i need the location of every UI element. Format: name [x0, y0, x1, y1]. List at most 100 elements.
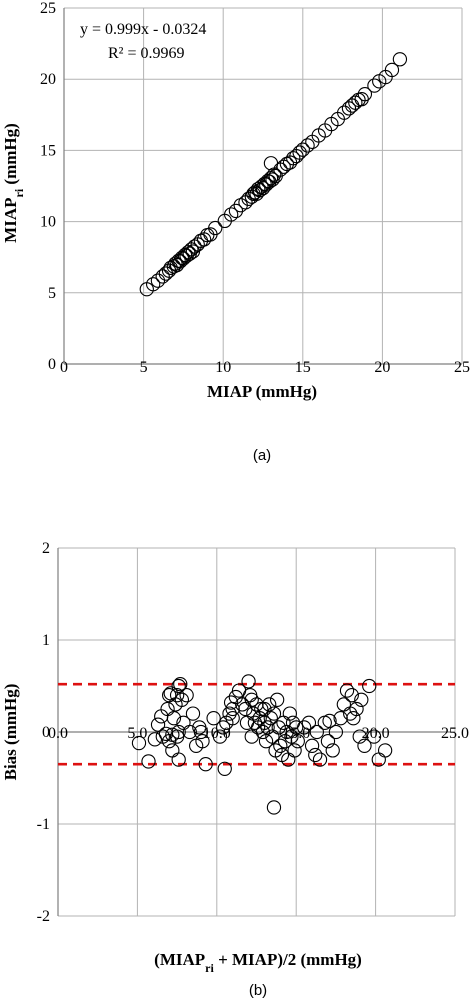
data-point	[339, 683, 355, 698]
data-point	[260, 720, 275, 735]
data-point	[244, 729, 259, 744]
data-point	[217, 761, 232, 776]
data-point	[169, 688, 185, 703]
data-point	[182, 724, 197, 740]
y-tick-label: 10	[40, 214, 56, 231]
data-point	[290, 734, 305, 749]
data-point	[235, 697, 250, 712]
x-tick-label: 15.0	[282, 725, 310, 742]
data-point	[357, 87, 373, 102]
plot-b-gridlines	[57, 547, 456, 917]
x-tick-label: 25	[454, 359, 470, 376]
data-point	[366, 729, 382, 744]
data-point	[292, 145, 307, 160]
x-tick-label: 20	[374, 359, 390, 376]
data-point	[354, 692, 369, 707]
data-point	[308, 747, 323, 763]
data-point	[296, 720, 312, 735]
plot-a-y-axis-label: MIAPri (mmHg)	[1, 123, 26, 243]
data-point	[328, 724, 344, 740]
x-tick-label: 0	[60, 359, 68, 376]
plot-b-x-axis-label: (MIAPri + MIAP)/2 (mmHg)	[154, 950, 362, 975]
plot-b-y-axis-label: Bias (mmHg)	[1, 684, 20, 781]
y-tick-label: 20	[40, 71, 56, 88]
data-point	[337, 105, 352, 120]
data-point	[282, 706, 297, 721]
data-point	[228, 203, 244, 219]
data-point	[241, 674, 256, 689]
y-tick-label: 0	[48, 356, 56, 373]
data-point	[384, 62, 400, 78]
data-point	[301, 715, 317, 730]
data-point	[354, 91, 369, 107]
data-point	[239, 715, 255, 730]
plot-b-caption: (b)	[249, 982, 267, 999]
y-tick-label: 25	[40, 0, 56, 17]
data-point	[357, 738, 372, 753]
y-tick-label: 15	[40, 142, 56, 159]
data-point	[225, 711, 240, 726]
data-point	[224, 207, 239, 222]
plot-a-gridlines	[63, 7, 463, 365]
data-point	[262, 697, 277, 712]
data-point	[174, 692, 190, 707]
data-point	[162, 734, 177, 749]
data-point	[171, 678, 186, 694]
y-tick-label: 0	[42, 724, 50, 741]
x-tick-label: 10.0	[203, 725, 231, 742]
data-point	[309, 724, 324, 740]
data-point	[349, 701, 364, 717]
data-point	[254, 701, 269, 717]
plot-b-tick-labels: 0.0 5.0 10.0 15.0 20.0 25.0 -2 -1 0 1 2	[37, 540, 469, 925]
data-point	[185, 706, 201, 721]
scatter-plot-b: 0.0 5.0 10.0 15.0 20.0 25.0 -2 -1 0 1 2 (MIAPri + …	[1, 540, 469, 999]
x-tick-label: 20.0	[362, 725, 390, 742]
data-point	[312, 752, 328, 767]
r-squared-label: R² = 0.9969	[108, 45, 185, 62]
data-point	[146, 277, 161, 292]
data-point	[158, 266, 174, 281]
data-point	[208, 220, 223, 236]
data-point	[166, 711, 182, 726]
data-point	[257, 701, 272, 717]
data-point	[392, 52, 408, 67]
plot-a-tick-labels: 0 5 10 15 20 25 0 5 10 15 20 25	[40, 0, 470, 376]
regression-equation: y = 0.999x - 0.0324	[80, 21, 206, 38]
data-point	[273, 738, 288, 753]
y-tick-label: 1	[42, 632, 50, 649]
scatter-plot-a: 0 5 10 15 20 25 0 5 10 15 20 25 y = 0.999x - 0.0324…	[1, 0, 470, 464]
y-tick-label: -1	[37, 816, 50, 833]
data-point	[325, 743, 340, 758]
plot-b-points	[131, 674, 393, 815]
data-point	[247, 715, 263, 730]
data-point	[195, 734, 210, 749]
plot-b-reference-lines	[58, 682, 455, 766]
data-point	[362, 678, 377, 694]
data-point	[193, 724, 209, 740]
data-point	[252, 711, 267, 726]
data-point	[300, 138, 315, 153]
data-point	[198, 757, 213, 772]
data-point	[223, 695, 239, 710]
data-point	[150, 717, 166, 732]
data-point	[377, 743, 393, 758]
y-tick-label: 2	[42, 540, 50, 557]
plot-a-x-axis-label: MIAP (mmHg)	[207, 382, 317, 401]
data-point	[266, 706, 282, 721]
data-point	[141, 754, 156, 769]
data-point	[222, 706, 237, 721]
data-point	[206, 711, 221, 726]
data-point	[346, 711, 361, 726]
x-tick-label: 5	[140, 359, 148, 376]
x-tick-label: 10	[215, 359, 231, 376]
data-point	[322, 713, 337, 729]
data-point	[352, 729, 367, 744]
x-tick-label: 5.0	[127, 725, 147, 742]
data-point	[344, 688, 359, 703]
plot-a-points	[139, 52, 408, 297]
data-point	[320, 734, 336, 749]
data-point	[304, 738, 320, 753]
data-point	[287, 743, 302, 758]
